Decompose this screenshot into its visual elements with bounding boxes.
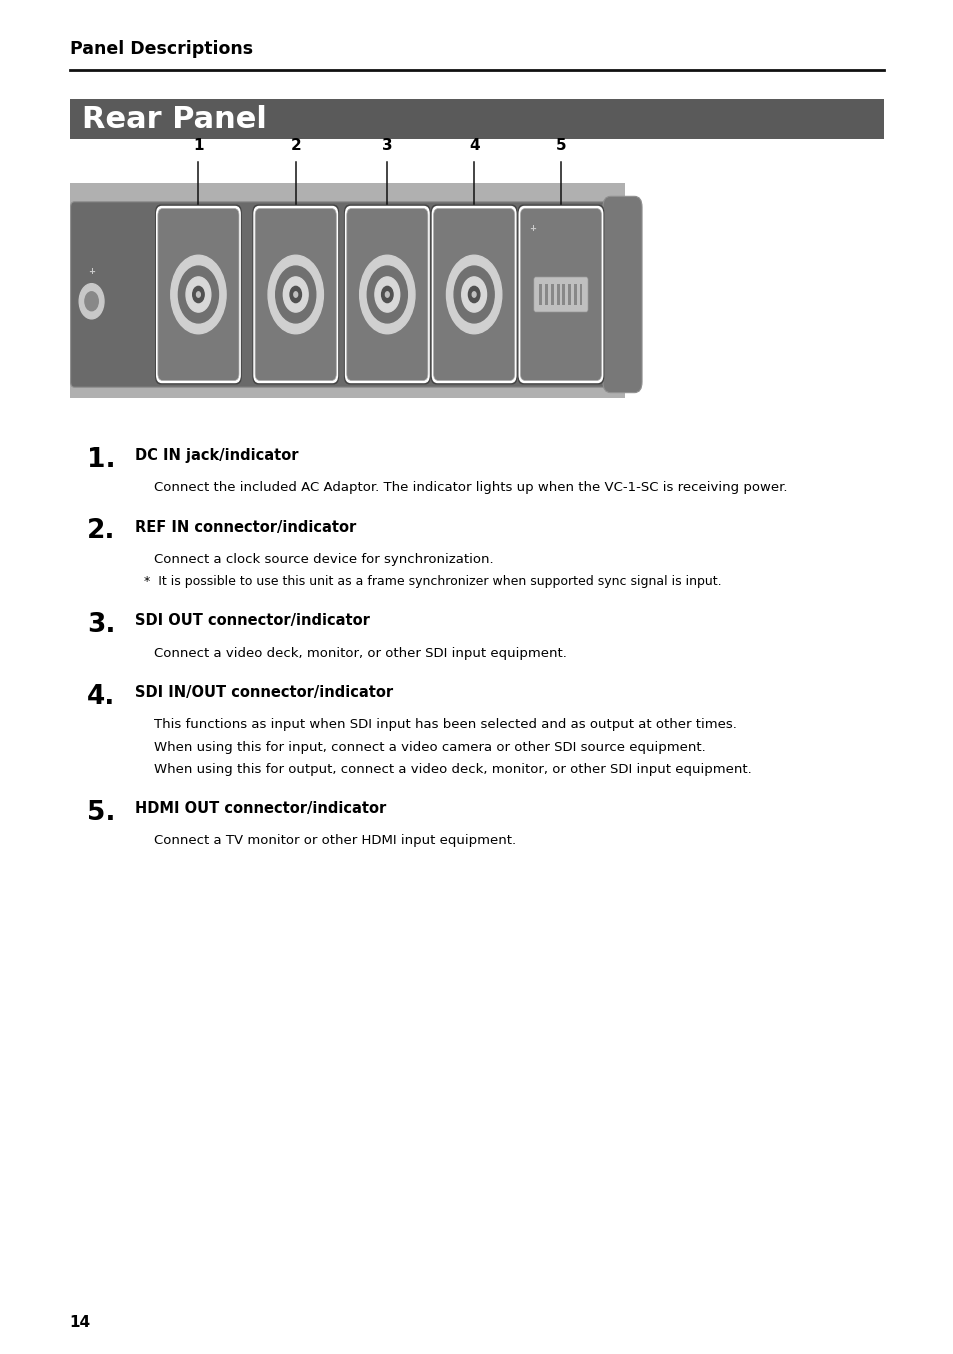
Text: DC IN jack/indicator: DC IN jack/indicator xyxy=(134,448,297,463)
FancyBboxPatch shape xyxy=(70,99,883,139)
Circle shape xyxy=(472,292,476,298)
FancyBboxPatch shape xyxy=(433,209,514,380)
Circle shape xyxy=(446,255,501,334)
FancyBboxPatch shape xyxy=(544,283,547,305)
Circle shape xyxy=(294,292,297,298)
FancyBboxPatch shape xyxy=(518,206,602,383)
FancyBboxPatch shape xyxy=(155,206,240,383)
Circle shape xyxy=(385,292,389,298)
FancyBboxPatch shape xyxy=(345,206,429,383)
Circle shape xyxy=(275,265,315,324)
Text: +: + xyxy=(88,267,95,276)
Text: When using this for input, connect a video camera or other SDI source equipment.: When using this for input, connect a vid… xyxy=(153,741,704,754)
Text: 14: 14 xyxy=(70,1315,91,1330)
Circle shape xyxy=(290,287,301,303)
Text: Connect a TV monitor or other HDMI input equipment.: Connect a TV monitor or other HDMI input… xyxy=(153,834,516,848)
FancyBboxPatch shape xyxy=(551,283,553,305)
Text: 4.: 4. xyxy=(87,684,115,709)
Circle shape xyxy=(375,278,399,313)
Text: Connect a video deck, monitor, or other SDI input equipment.: Connect a video deck, monitor, or other … xyxy=(153,647,566,659)
FancyBboxPatch shape xyxy=(568,283,570,305)
FancyBboxPatch shape xyxy=(430,204,517,385)
FancyBboxPatch shape xyxy=(561,283,564,305)
FancyBboxPatch shape xyxy=(347,209,427,380)
FancyBboxPatch shape xyxy=(71,202,623,387)
Text: 4: 4 xyxy=(468,138,479,153)
FancyBboxPatch shape xyxy=(517,204,604,385)
FancyBboxPatch shape xyxy=(70,183,624,207)
Text: Panel Descriptions: Panel Descriptions xyxy=(70,41,253,58)
Circle shape xyxy=(193,287,204,303)
Text: +: + xyxy=(529,225,536,233)
FancyBboxPatch shape xyxy=(539,283,541,305)
Text: REF IN connector/indicator: REF IN connector/indicator xyxy=(134,520,355,535)
Circle shape xyxy=(359,255,415,334)
Text: Connect a clock source device for synchronization.: Connect a clock source device for synchr… xyxy=(153,552,493,566)
Text: 3: 3 xyxy=(381,138,393,153)
Text: 1.: 1. xyxy=(87,447,115,473)
Circle shape xyxy=(461,278,486,313)
Circle shape xyxy=(79,283,104,320)
Circle shape xyxy=(367,265,407,324)
Text: 5: 5 xyxy=(555,138,566,153)
Circle shape xyxy=(268,255,323,334)
Text: Connect the included AC Adaptor. The indicator lights up when the VC-1-SC is rec: Connect the included AC Adaptor. The ind… xyxy=(153,482,786,494)
Text: *  It is possible to use this unit as a frame synchronizer when supported sync s: * It is possible to use this unit as a f… xyxy=(144,575,720,588)
FancyBboxPatch shape xyxy=(253,206,337,383)
Text: 3.: 3. xyxy=(87,612,115,638)
Circle shape xyxy=(196,292,200,298)
FancyBboxPatch shape xyxy=(534,278,587,311)
Text: 2: 2 xyxy=(290,138,301,153)
Text: This functions as input when SDI input has been selected and as output at other : This functions as input when SDI input h… xyxy=(153,718,736,731)
FancyBboxPatch shape xyxy=(431,206,516,383)
Text: When using this for output, connect a video deck, monitor, or other SDI input eq: When using this for output, connect a vi… xyxy=(153,762,751,776)
Text: SDI OUT connector/indicator: SDI OUT connector/indicator xyxy=(134,613,369,628)
FancyBboxPatch shape xyxy=(252,204,339,385)
FancyBboxPatch shape xyxy=(157,209,238,380)
Circle shape xyxy=(178,265,218,324)
Circle shape xyxy=(454,265,494,324)
FancyBboxPatch shape xyxy=(255,209,335,380)
FancyBboxPatch shape xyxy=(520,209,600,380)
FancyBboxPatch shape xyxy=(343,204,430,385)
Circle shape xyxy=(468,287,479,303)
Text: HDMI OUT connector/indicator: HDMI OUT connector/indicator xyxy=(134,802,385,816)
Text: SDI IN/OUT connector/indicator: SDI IN/OUT connector/indicator xyxy=(134,685,393,700)
Text: 5.: 5. xyxy=(87,800,115,826)
Circle shape xyxy=(85,292,98,311)
Text: 1: 1 xyxy=(193,138,204,153)
Text: 2.: 2. xyxy=(87,519,115,544)
FancyBboxPatch shape xyxy=(574,283,576,305)
FancyBboxPatch shape xyxy=(557,283,558,305)
Text: Rear Panel: Rear Panel xyxy=(82,104,267,134)
Circle shape xyxy=(381,287,393,303)
Circle shape xyxy=(283,278,308,313)
FancyBboxPatch shape xyxy=(602,196,641,393)
FancyBboxPatch shape xyxy=(578,283,581,305)
FancyBboxPatch shape xyxy=(154,204,241,385)
Circle shape xyxy=(186,278,211,313)
Circle shape xyxy=(171,255,226,334)
FancyBboxPatch shape xyxy=(70,378,624,398)
